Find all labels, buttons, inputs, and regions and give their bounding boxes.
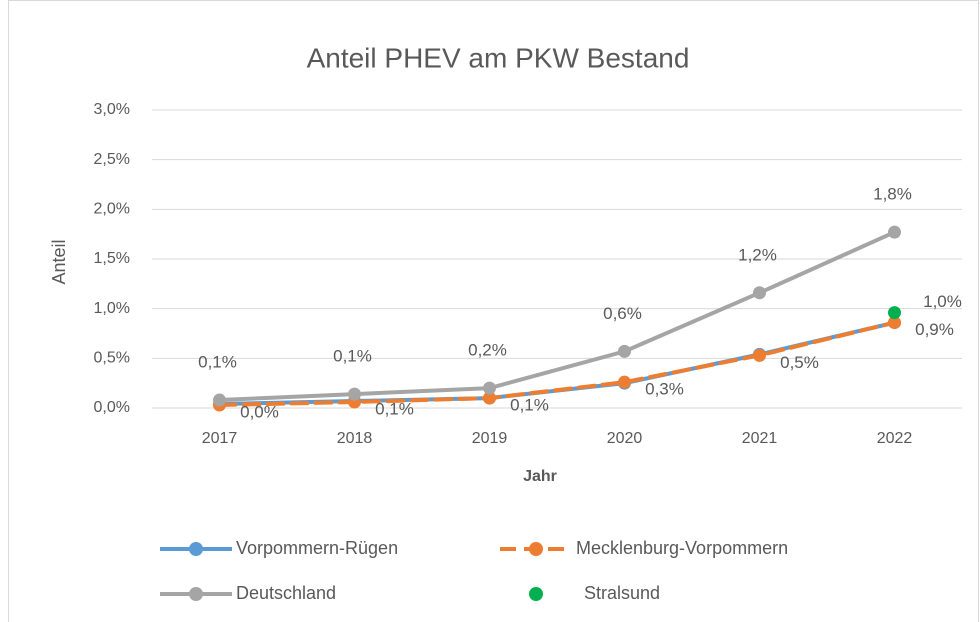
legend-label: Stralsund bbox=[584, 583, 660, 603]
legend-label: Vorpommern-Rügen bbox=[236, 538, 398, 558]
legend-marker bbox=[189, 542, 203, 556]
y-tick-label: 2,5% bbox=[94, 151, 130, 168]
y-tick-label: 1,5% bbox=[94, 250, 130, 267]
x-tick-label: 2017 bbox=[202, 430, 238, 447]
series-line bbox=[217, 230, 897, 403]
chart-frame bbox=[8, 0, 979, 622]
data-point bbox=[483, 381, 496, 395]
y-axis-title: Anteil bbox=[49, 239, 69, 284]
y-tick-label: 0,0% bbox=[94, 399, 130, 416]
legend-marker bbox=[529, 587, 543, 601]
data-label: 0,3% bbox=[645, 380, 684, 399]
y-tick-label: 0,5% bbox=[94, 350, 130, 367]
x-tick-label: 2018 bbox=[337, 430, 373, 447]
data-point bbox=[888, 316, 901, 330]
y-tick-label: 2,0% bbox=[94, 201, 130, 218]
data-point bbox=[888, 225, 901, 239]
y-tick-label: 3,0% bbox=[94, 101, 130, 118]
legend-label: Mecklenburg-Vorpommern bbox=[576, 538, 788, 558]
data-label: 0,0% bbox=[240, 403, 279, 422]
data-point bbox=[213, 393, 226, 407]
data-point bbox=[753, 286, 766, 300]
x-axis-title: Jahr bbox=[523, 468, 557, 485]
x-tick-label: 2020 bbox=[607, 430, 643, 447]
data-label: 0,6% bbox=[603, 304, 642, 323]
data-point bbox=[348, 387, 361, 401]
legend-marker bbox=[529, 542, 543, 556]
data-label: 0,5% bbox=[780, 353, 819, 372]
data-label: 0,1% bbox=[333, 347, 372, 366]
series-line bbox=[217, 320, 897, 408]
data-point bbox=[753, 348, 766, 362]
chart-title: Anteil PHEV am PKW Bestand bbox=[307, 42, 690, 73]
data-point bbox=[888, 306, 901, 320]
data-point bbox=[483, 391, 496, 405]
x-tick-label: 2019 bbox=[472, 430, 508, 447]
data-label: 0,1% bbox=[510, 396, 549, 415]
data-label: 1,8% bbox=[873, 185, 912, 204]
x-tick-label: 2021 bbox=[742, 430, 778, 447]
data-label: 1,0% bbox=[923, 292, 962, 311]
data-label: 0,1% bbox=[375, 400, 414, 419]
data-label: 1,2% bbox=[738, 245, 777, 264]
y-tick-label: 1,0% bbox=[94, 300, 130, 317]
x-tick-label: 2022 bbox=[877, 430, 913, 447]
legend-marker bbox=[189, 587, 203, 601]
data-label: 0,2% bbox=[468, 341, 507, 360]
data-point bbox=[618, 344, 631, 358]
data-label: 0,1% bbox=[198, 353, 237, 372]
data-point bbox=[618, 375, 631, 389]
data-label: 0,9% bbox=[915, 320, 954, 339]
legend-label: Deutschland bbox=[236, 583, 336, 603]
